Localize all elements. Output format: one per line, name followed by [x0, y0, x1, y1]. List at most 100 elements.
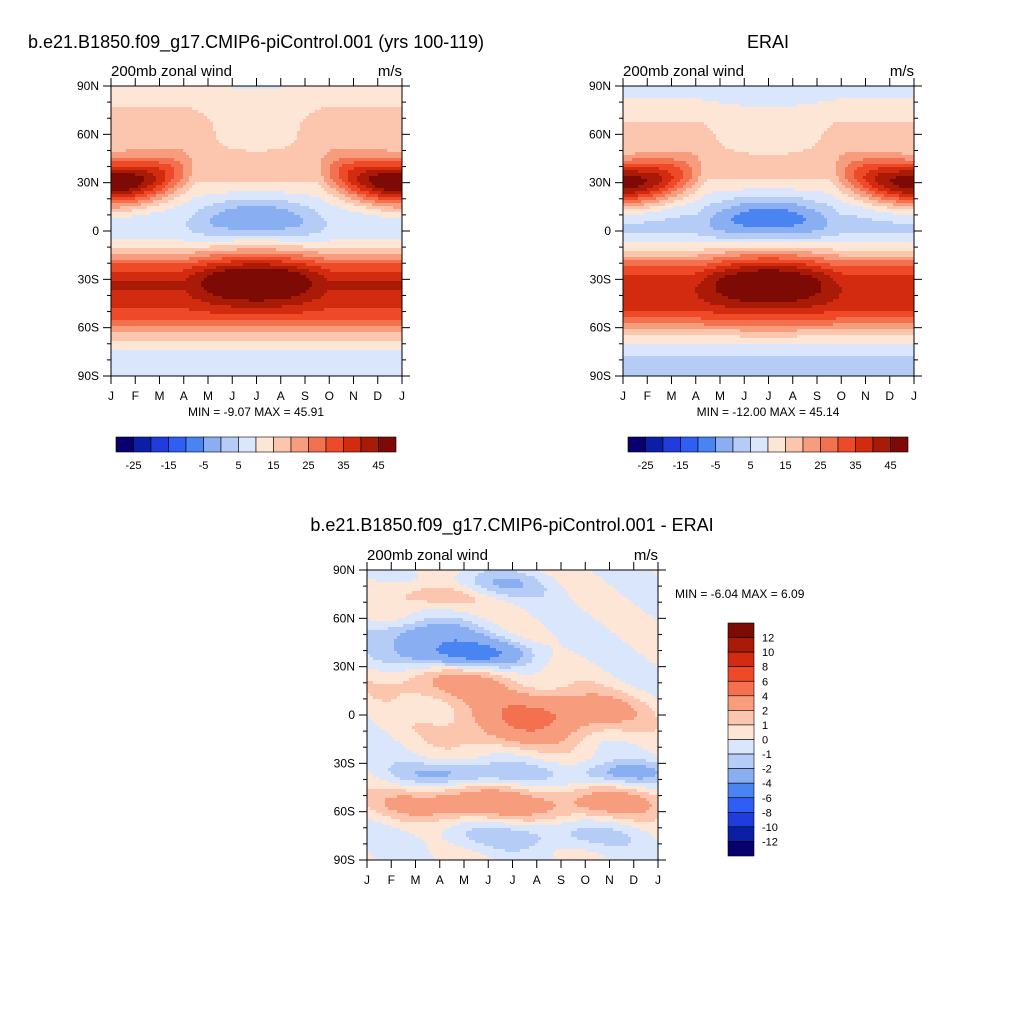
y-tick-label: 60N	[333, 611, 355, 625]
x-tick-label: M	[411, 873, 421, 887]
colorbar-label: 25	[814, 460, 826, 472]
colorbar-swatch	[727, 841, 755, 857]
colorbar-swatch	[255, 436, 274, 453]
y-tick-label: 30S	[590, 272, 611, 286]
colorbar-label: 15	[779, 460, 791, 472]
panel1-contour-field	[111, 86, 402, 376]
x-tick-label: A	[277, 389, 285, 403]
x-tick-label: M	[667, 389, 677, 403]
x-tick-label: M	[715, 389, 725, 403]
panel2-variable-label: 200mb zonal wind	[623, 63, 744, 80]
x-tick-label: A	[533, 873, 541, 887]
colorbar-swatch	[133, 436, 152, 453]
colorbar-swatch	[727, 680, 755, 697]
y-tick-label: 90S	[78, 369, 99, 383]
colorbar-label: -25	[638, 460, 654, 472]
panel3-minmax: MIN = -6.04 MAX = 6.09	[675, 587, 805, 601]
colorbar-swatch	[727, 622, 755, 638]
y-tick-label: 90N	[77, 79, 99, 93]
colorbar-label: 45	[372, 460, 384, 472]
y-tick-label: 60N	[589, 127, 611, 141]
y-tick-label: 60S	[78, 321, 99, 335]
x-tick-label: O	[581, 873, 590, 887]
colorbar-label: -10	[762, 822, 778, 834]
panel2-title: ERAI	[747, 32, 789, 52]
panel3-variable-label: 200mb zonal wind	[367, 547, 488, 564]
colorbar-swatch	[325, 436, 344, 453]
colorbar-swatch	[290, 436, 309, 453]
colorbar-swatch	[273, 436, 292, 453]
panel1-colorbar: -25 -15 -5 5 15 25 35 45	[115, 436, 397, 472]
x-tick-label: J	[911, 389, 917, 403]
x-tick-label: A	[180, 389, 188, 403]
colorbar-swatch	[150, 436, 169, 453]
colorbar-swatch	[890, 436, 909, 453]
y-tick-label: 0	[348, 708, 355, 722]
colorbar-swatch	[727, 753, 755, 769]
colorbar-swatch	[627, 436, 646, 453]
colorbar-swatch	[645, 436, 664, 453]
colorbar-swatch	[185, 436, 204, 453]
colorbar-swatch	[802, 436, 821, 453]
x-tick-label: O	[837, 389, 846, 403]
colorbar-swatch	[727, 812, 755, 828]
colorbar-swatch	[727, 710, 755, 726]
x-tick-label: A	[436, 873, 444, 887]
colorbar-label: 15	[267, 460, 279, 472]
colorbar-swatch	[837, 436, 856, 453]
y-tick-label: 60S	[334, 805, 355, 819]
colorbar-swatch	[727, 768, 755, 784]
colorbar-swatch	[727, 739, 755, 755]
colorbar-label: 5	[747, 460, 753, 472]
x-tick-label: J	[741, 389, 747, 403]
x-tick-label: A	[789, 389, 797, 403]
x-tick-label: M	[155, 389, 165, 403]
panel1-axes: J F M A M J J A S O N D J 90N 60N 30N 0 30S 60S 90S	[77, 78, 410, 403]
x-tick-label: N	[605, 873, 614, 887]
colorbar-label: 4	[762, 691, 768, 703]
x-tick-label: D	[885, 389, 894, 403]
colorbar-swatch	[697, 436, 716, 453]
colorbar-label: -2	[762, 764, 772, 776]
y-tick-label: 30N	[589, 176, 611, 190]
panel1-variable-label: 200mb zonal wind	[111, 63, 232, 80]
x-tick-label: S	[813, 389, 821, 403]
panel3-units-label: m/s	[634, 547, 658, 564]
colorbar-swatch	[872, 436, 891, 453]
colorbar-label: 35	[849, 460, 861, 472]
colorbar-swatch	[662, 436, 681, 453]
colorbar-swatch	[168, 436, 187, 453]
colorbar-swatch	[715, 436, 734, 453]
x-tick-label: S	[301, 389, 309, 403]
panel2-units-label: m/s	[890, 63, 914, 80]
x-tick-label: F	[388, 873, 395, 887]
colorbar-swatch	[727, 666, 755, 682]
colorbar-swatch	[767, 436, 786, 453]
x-tick-label: J	[229, 389, 235, 403]
colorbar-swatch	[820, 436, 839, 453]
colorbar-label: 0	[762, 735, 768, 747]
colorbar-label: 10	[762, 647, 774, 659]
colorbar-swatch	[785, 436, 804, 453]
colorbar-swatch	[732, 436, 751, 453]
x-tick-label: F	[132, 389, 139, 403]
colorbar-label: -5	[711, 460, 721, 472]
colorbar-swatch	[727, 724, 755, 740]
y-tick-label: 60S	[590, 321, 611, 335]
y-tick-label: 90S	[334, 853, 355, 867]
x-tick-label: D	[373, 389, 382, 403]
colorbar-swatch	[727, 637, 755, 653]
colorbar-label: 8	[762, 662, 768, 674]
colorbar-label: -8	[762, 807, 772, 819]
colorbar-label: 2	[762, 705, 768, 717]
colorbar-swatch	[115, 436, 134, 453]
colorbar-swatch	[220, 436, 239, 453]
colorbar-label: 5	[235, 460, 241, 472]
colorbar-label: -5	[199, 460, 209, 472]
x-tick-label: J	[510, 873, 516, 887]
x-tick-label: J	[485, 873, 491, 887]
panel2-axes: J F M A M J J A S O N D J 90N 60N 30N 0 30S 60S 90S	[589, 78, 922, 403]
x-tick-label: F	[644, 389, 651, 403]
y-tick-label: 30S	[334, 756, 355, 770]
